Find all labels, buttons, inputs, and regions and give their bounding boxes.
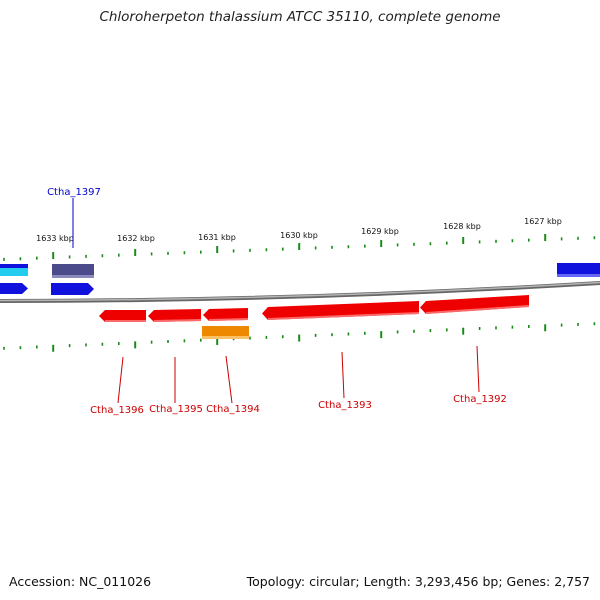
gene-feature-ctha-1396[interactable]	[99, 310, 146, 322]
scale-label: 1629 kbp	[361, 227, 399, 236]
gene-feature-blue[interactable]	[51, 283, 94, 295]
scale-label: 1627 kbp	[524, 217, 562, 226]
gene-label-leader	[477, 346, 479, 392]
gene-feature-ctha-1395[interactable]	[148, 309, 201, 322]
gene-label-ctha-1392[interactable]: Ctha_1392	[453, 394, 507, 405]
gene-feature-ctha-1392[interactable]	[420, 295, 529, 314]
scale-label: 1630 kbp	[280, 231, 318, 240]
gene-label-ctha-1394[interactable]: Ctha_1394	[206, 404, 260, 415]
inner-scale-ticks	[4, 322, 594, 352]
scale-label: 1633 kbp	[36, 234, 74, 243]
scale-labels: 1633 kbp 1632 kbp 1631 kbp 1630 kbp 1629 kbp…	[36, 217, 562, 243]
gene-feature-blue[interactable]	[0, 283, 28, 294]
gene-feature-ctha-1393[interactable]	[262, 301, 419, 320]
gene-label-ctha-1396[interactable]: Ctha_1396	[90, 405, 144, 416]
gene-label-leader	[342, 352, 344, 398]
gene-label-ctha-1397[interactable]: Ctha_1397	[47, 187, 101, 198]
scale-label: 1632 kbp	[117, 234, 155, 243]
gene-label-leader	[226, 356, 232, 403]
genome-stats-text: Topology: circular; Length: 3,293,456 bp…	[247, 574, 590, 589]
accession-text: Accession: NC_011026	[9, 574, 151, 589]
genome-map: 1633 kbp 1632 kbp 1631 kbp 1630 kbp 1629 kbp…	[0, 0, 600, 600]
scale-label: 1631 kbp	[198, 233, 236, 242]
gene-feature-ctha-1397[interactable]	[52, 264, 94, 278]
gene-label-ctha-1393[interactable]: Ctha_1393	[318, 400, 372, 411]
gene-label-ctha-1395[interactable]: Ctha_1395	[149, 404, 203, 415]
gene-feature-blue[interactable]	[557, 263, 600, 277]
scale-label: 1628 kbp	[443, 222, 481, 231]
gene-label-leader	[118, 357, 123, 403]
gene-feature-ctha-1394[interactable]	[203, 308, 248, 321]
gene-feature-ctha-1394-orange[interactable]	[202, 326, 249, 339]
